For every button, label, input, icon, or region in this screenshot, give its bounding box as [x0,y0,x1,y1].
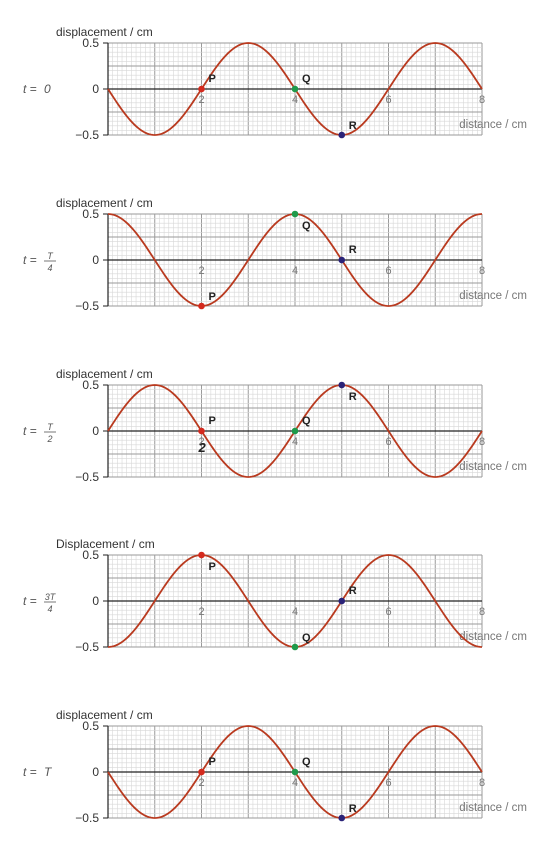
time-fraction-numerator: T [47,422,54,432]
time-prefix: t = [23,82,37,96]
x-tick-label: 8 [479,265,485,277]
x-tick-label: 6 [385,94,391,106]
time-prefix: t = [23,594,37,608]
point-label-p: P [209,291,216,303]
y-tick-label: 0 [92,594,99,608]
point-label-r: R [349,803,357,815]
y-tick-label: 0.5 [82,378,99,392]
x-tick-label: 4 [292,94,298,106]
y-axis-label: displacement / cm [56,196,153,210]
point-label-p: P [209,756,216,768]
time-prefix: t = [23,253,37,267]
time-fraction-denominator: 4 [47,263,52,273]
x-axis-label: distance / cm [459,802,527,814]
point-label-r: R [349,391,357,403]
x-tick-label: 2 [198,265,204,277]
y-axis-label: displacement / cm [56,708,153,722]
point-label-p: P [209,73,216,85]
point-r [338,381,346,389]
y-tick-label: 0 [92,82,99,96]
point-r [338,814,346,822]
point-q [291,427,299,435]
point-label-q: Q [302,220,311,232]
x-tick-label: 4 [292,265,298,277]
point-label-q: Q [302,632,311,644]
y-tick-label: −0.5 [75,640,99,654]
x-tick-label: 6 [385,436,391,448]
time-fraction-numerator: 3T [45,592,57,602]
point-q [291,210,299,218]
panel-2: 0.5 0 −0.5 2 4 6 8 displacement / cm distance / … [23,196,527,313]
x-tick-label: 6 [385,777,391,789]
time-fraction-denominator: 2 [46,434,52,444]
y-tick-label: 0.5 [82,36,99,50]
point-label-r: R [349,120,357,132]
point-p [198,551,205,559]
time-prefix: t = [23,765,37,779]
x-tick-label: 2 [198,436,204,448]
point-label-p: P [209,561,216,573]
time-fraction-numerator: T [47,251,54,261]
x-tick-label: 8 [479,94,485,106]
y-tick-label: 0.5 [82,719,99,733]
y-axis-label: Displacement / cm [56,537,155,551]
point-p [198,427,205,435]
x-tick-label: 2 [198,777,204,789]
time-value: T [44,765,53,779]
point-q [291,643,299,651]
point-label-r: R [349,585,357,597]
x-tick-label: 4 [292,436,298,448]
y-axis-label: displacement / cm [56,367,153,381]
y-tick-label: 0 [92,765,99,779]
x-axis-label: distance / cm [459,461,527,473]
x-tick-label: 6 [385,606,391,618]
panel-4: 0.5 0 −0.5 2 4 6 8 Displacement / cm distance / … [23,537,527,654]
x-tick-label: 8 [479,436,485,448]
panel-5: 0.5 0 −0.5 2 4 6 8 displacement / cm distance / … [23,708,527,825]
x-tick-label: 6 [385,265,391,277]
annotation-2: 2 [198,440,207,455]
point-label-q: Q [302,415,311,427]
point-label-q: Q [302,756,311,768]
y-tick-label: −0.5 [75,128,99,142]
panel-3: 0.5 0 −0.5 2 4 6 8 displacement / cm distance / … [23,367,527,484]
time-prefix: t = [23,424,37,438]
x-axis-label: distance / cm [459,119,527,131]
point-label-r: R [349,244,357,256]
x-tick-label: 2 [198,606,204,618]
x-tick-label: 2 [198,94,204,106]
point-p [198,85,205,93]
point-p [198,302,205,310]
y-tick-label: 0 [92,253,99,267]
time-value: 0 [44,82,51,96]
point-r [338,256,346,264]
point-label-p: P [209,415,216,427]
point-q [291,768,299,776]
time-fraction-denominator: 4 [47,604,52,614]
y-axis-label: displacement / cm [56,25,153,39]
point-q [291,85,299,93]
point-p [198,768,205,776]
y-tick-label: −0.5 [75,811,99,825]
x-axis-label: distance / cm [459,631,527,643]
panel-1: 0.5 0 −0.5 2 4 6 8 displacement / cm distance / … [23,25,527,142]
x-tick-label: 4 [292,606,298,618]
y-tick-label: 0.5 [82,207,99,221]
x-tick-label: 4 [292,777,298,789]
point-label-q: Q [302,73,311,85]
x-axis-label: distance / cm [459,290,527,302]
y-tick-label: −0.5 [75,299,99,313]
y-tick-label: 0 [92,424,99,438]
point-r [338,131,346,139]
point-r [338,597,346,605]
y-tick-label: −0.5 [75,470,99,484]
x-tick-label: 8 [479,606,485,618]
y-tick-label: 0.5 [82,548,99,562]
x-tick-label: 8 [479,777,485,789]
